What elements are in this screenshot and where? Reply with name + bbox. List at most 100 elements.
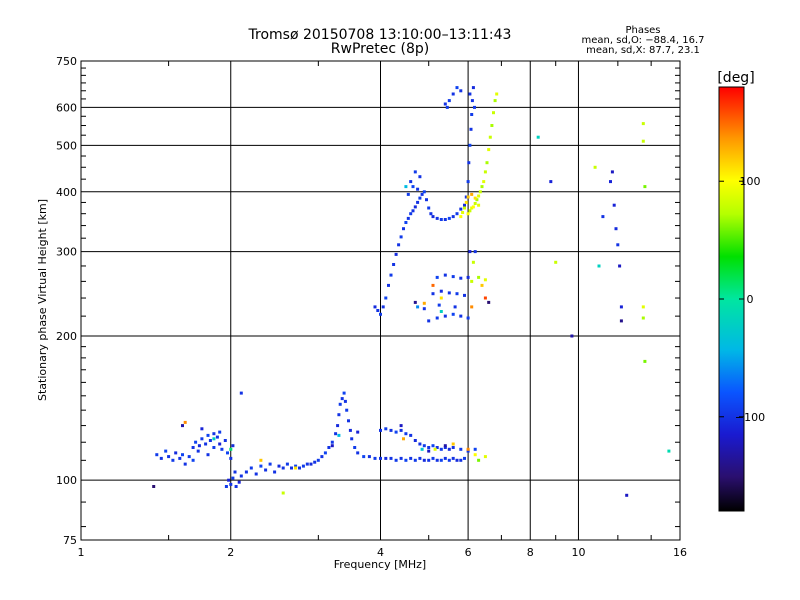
- echo-point: [466, 180, 470, 184]
- echo-points: [152, 86, 671, 497]
- echo-point: [244, 470, 248, 474]
- echo-point: [277, 464, 281, 468]
- echo-point: [373, 456, 377, 460]
- echo-point: [477, 275, 481, 279]
- echo-point: [609, 180, 612, 184]
- echo-point: [463, 203, 466, 207]
- plot-area: 1 2 4 6 8 10 16 75 100 200 300 400 500 600 750: [56, 55, 687, 559]
- echo-point: [643, 185, 647, 189]
- echo-point: [218, 430, 222, 434]
- echo-point: [343, 399, 347, 403]
- echo-point: [402, 437, 405, 441]
- echo-point: [451, 446, 455, 449]
- echo-point: [463, 206, 466, 210]
- echo-point: [273, 470, 277, 474]
- echo-point: [470, 305, 474, 309]
- echo-point: [490, 124, 494, 127]
- echo-point: [477, 194, 481, 198]
- colorbar-tick-label: 0: [747, 293, 754, 306]
- echo-point: [413, 439, 417, 442]
- echo-point: [477, 203, 481, 207]
- echo-point: [643, 359, 647, 363]
- echo-point: [477, 458, 481, 462]
- echo-point: [418, 456, 422, 460]
- echo-point: [394, 458, 398, 462]
- echo-point: [409, 433, 413, 437]
- echo-point: [330, 444, 334, 448]
- echo-point: [264, 468, 268, 472]
- echo-point: [379, 312, 382, 316]
- echo-point: [466, 316, 470, 320]
- echo-point: [470, 99, 474, 103]
- echo-point: [431, 444, 435, 448]
- echo-point: [164, 449, 168, 453]
- echo-point: [229, 456, 233, 460]
- echo-point: [483, 170, 487, 174]
- echo-point: [337, 433, 341, 437]
- echo-point: [227, 478, 231, 482]
- echo-point: [473, 202, 477, 205]
- echo-point: [422, 307, 426, 311]
- echo-point: [418, 442, 422, 446]
- echo-point: [459, 215, 463, 219]
- echo-point: [409, 456, 413, 460]
- echo-point: [427, 446, 431, 449]
- echo-point: [478, 190, 482, 194]
- echo-point: [194, 440, 198, 444]
- echo-point: [445, 105, 449, 109]
- echo-point: [409, 212, 413, 216]
- echo-point: [451, 456, 455, 460]
- echo-point: [387, 283, 390, 287]
- echo-point: [473, 453, 477, 457]
- echo-point: [466, 212, 470, 216]
- echo-point: [453, 305, 457, 309]
- echo-point: [485, 161, 489, 165]
- echo-point: [406, 192, 410, 196]
- echo-point: [435, 316, 439, 320]
- echo-point: [443, 273, 447, 277]
- echo-point: [468, 250, 472, 254]
- echo-point: [473, 447, 477, 451]
- echo-point: [471, 205, 475, 209]
- y-tick-label: 750: [56, 55, 77, 68]
- echo-point: [464, 195, 468, 199]
- echo-point: [384, 296, 388, 300]
- echo-point: [470, 279, 474, 283]
- echo-point: [459, 447, 463, 451]
- echo-point: [208, 439, 212, 442]
- echo-point: [239, 474, 243, 478]
- echo-point: [431, 283, 435, 287]
- echo-point: [379, 428, 382, 432]
- y-tick-label: 100: [56, 474, 77, 487]
- echo-point: [435, 446, 439, 449]
- echo-point: [223, 439, 227, 442]
- echo-point: [389, 428, 393, 432]
- echo-point: [554, 260, 558, 264]
- minor-ticks: [81, 61, 680, 540]
- echo-point: [281, 491, 285, 495]
- echo-point: [416, 305, 420, 309]
- y-tick-label: 400: [56, 186, 77, 199]
- chart-subtitle: RwPretec (8p): [331, 41, 429, 57]
- echo-point: [443, 446, 447, 449]
- echo-point: [433, 447, 437, 451]
- echo-point: [463, 456, 466, 460]
- echo-point: [439, 218, 443, 221]
- echo-point: [171, 458, 175, 462]
- echo-point: [353, 446, 357, 449]
- echo-point: [206, 453, 210, 457]
- echo-point: [482, 180, 486, 184]
- echo-point: [178, 456, 182, 460]
- echo-point: [439, 458, 443, 462]
- echo-point: [601, 215, 605, 219]
- echo-point: [237, 480, 241, 484]
- echo-point: [625, 493, 629, 497]
- echo-point: [345, 408, 349, 412]
- echo-point: [294, 464, 298, 468]
- echo-point: [470, 192, 474, 196]
- echo-point: [413, 458, 417, 462]
- echo-point: [487, 300, 491, 304]
- echo-point: [480, 283, 484, 287]
- echo-point: [492, 111, 495, 115]
- echo-point: [411, 209, 415, 213]
